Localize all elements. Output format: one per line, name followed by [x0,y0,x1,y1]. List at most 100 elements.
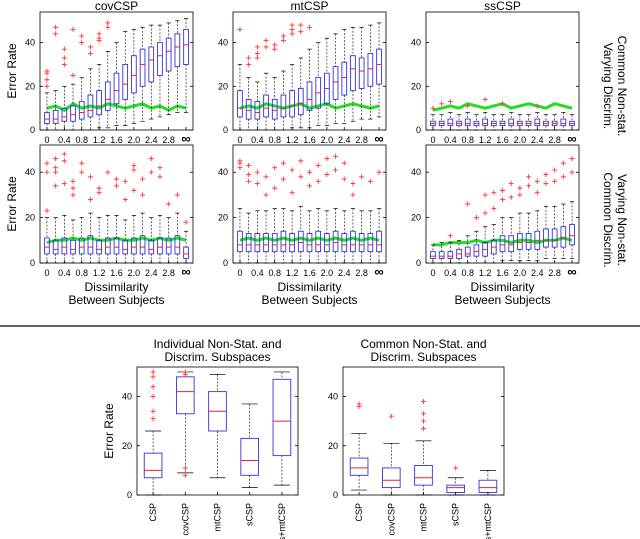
box-16 [183,18,189,113]
box-9 [508,112,515,131]
outlier-marker [254,44,260,50]
outlier-marker [376,169,382,175]
box-8 [113,176,120,264]
outlier-marker [447,233,453,239]
box-body [113,72,120,105]
outlier-marker [79,160,85,166]
y-tick-label: 40 [122,392,132,402]
outlier-marker [491,206,497,212]
x-tick-label: 1.2 [93,135,106,145]
outlier-marker [148,156,154,162]
outlier-marker [70,178,76,184]
x-tick-label: ∞ [374,131,383,146]
box-5 [87,174,94,264]
box-body [96,90,102,116]
outlier-marker [315,178,321,184]
box-body [376,230,382,253]
chart-title: Common Non-Stat. and [360,337,486,351]
outlier-marker [61,158,67,164]
box-5 [473,215,480,264]
box-4 [464,201,471,264]
x-axis-label: Between Subjects [68,293,164,307]
x-tick-label: 2.0 [321,135,334,145]
outlier-marker [148,169,154,175]
box-body [280,230,287,253]
outlier-marker [356,401,362,407]
outlier-marker [114,176,119,182]
x-tick-label: 0.4 [58,268,71,278]
outlier-marker [140,176,146,182]
x-tick-label: 0 [430,268,435,278]
outlier-marker [122,196,128,202]
box-10 [324,37,330,126]
box-16 [376,22,382,118]
box-0 [44,160,50,264]
chart-mtCSP-bottom: 0 20 40 0 0.4 0.8 1.2 1.6 2.0 2.4 2.8 ∞ Dissimilarit… [218,144,387,307]
box-14 [165,201,172,264]
box-6 [96,31,102,129]
box-16 [183,219,189,264]
category-label: covCSP [386,503,396,536]
x-tick-label: 2.8 [548,135,561,145]
outlier-marker [482,210,488,216]
outlier-marker [491,190,497,196]
outlier-marker [500,196,505,202]
box-body [131,55,137,94]
outlier-marker [254,55,260,61]
box-6 [96,185,102,264]
mean-curve [239,102,380,110]
outlier-marker [53,156,59,162]
x-tick-label: 0.8 [461,268,474,278]
x-tick-label: 0 [44,268,49,278]
box-12 [534,103,541,131]
outlier-marker [61,55,67,61]
outlier-marker [482,96,488,102]
box-16 [569,114,575,131]
outlier-marker [421,398,426,404]
box-15 [174,192,181,264]
x-axis-label: Dissimilarity [85,280,149,294]
outlier-marker [439,101,445,107]
outlier-marker [324,172,330,177]
x-tick-label: 2.0 [514,268,527,278]
box-body [271,98,278,120]
outlier-marker [307,183,312,189]
box-body [560,226,567,248]
x-tick-label: 1.2 [93,268,106,278]
box-body [414,465,433,486]
y-tick-label: 40 [411,167,421,177]
chart-ssCSP-bottom: 0 20 40 0 0.4 0.8 1.2 1.6 2.0 2.4 2.8 ∞ Dissimilarit… [411,144,580,307]
x-tick-label: ∞ [567,264,576,279]
outlier-marker [307,169,312,175]
box-10 [131,162,137,264]
x-tick-label: 0.4 [444,135,457,145]
chart-common: 0 20 40 CSP covCSP mtCSP sCSP ss+mtCSP Common No… [328,337,505,539]
box-body [376,48,382,85]
outlier-marker [298,29,304,35]
x-axis-label: Dissimilarity [471,280,535,294]
box-5 [473,114,480,131]
row-label-bottom-1: Varying Non-stat. [615,174,629,266]
box-11 [332,153,339,264]
x-tick-label: 0.4 [58,135,71,145]
box-body [165,37,172,72]
outlier-marker [315,162,321,168]
box-body [122,63,129,100]
y-tick-label: 0 [416,125,421,135]
chart-title: ssCSP [484,0,521,13]
x-tick-label: 2.0 [514,135,527,145]
box-13 [157,24,163,118]
mean-curve [432,236,573,247]
box-body [525,233,532,250]
x-axis-label: Between Subjects [454,293,550,307]
outlier-marker [447,99,453,105]
box-3 [263,174,269,264]
y-tick-label: 20 [411,213,421,223]
box-0 [237,26,243,131]
x-tick-label: 1.6 [110,135,123,145]
y-axis-label: Error Rate [5,43,19,99]
box-body [175,376,195,415]
box-3 [446,465,466,496]
outlier-marker [79,40,85,46]
